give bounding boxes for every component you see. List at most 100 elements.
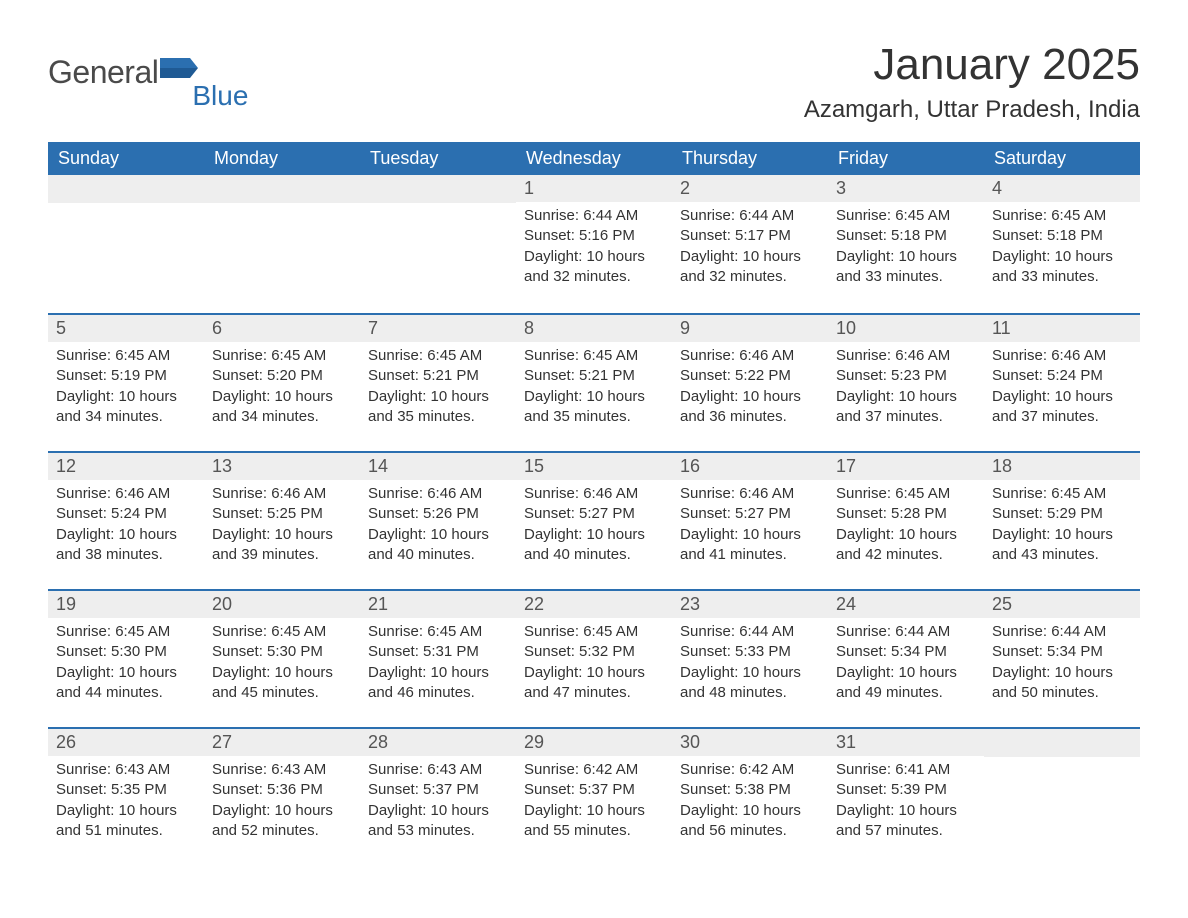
- sunrise-text: Sunrise: 6:43 AM: [212, 760, 352, 780]
- day-number: 6: [204, 315, 360, 342]
- sunrise-text: Sunrise: 6:45 AM: [368, 622, 508, 642]
- day-body: Sunrise: 6:45 AMSunset: 5:20 PMDaylight:…: [204, 342, 360, 427]
- sunrise-text: Sunrise: 6:46 AM: [56, 484, 196, 504]
- calendar-body: 1Sunrise: 6:44 AMSunset: 5:16 PMDaylight…: [48, 175, 1140, 865]
- day-cell: 22Sunrise: 6:45 AMSunset: 5:32 PMDayligh…: [516, 591, 672, 709]
- day-cell: 5Sunrise: 6:45 AMSunset: 5:19 PMDaylight…: [48, 315, 204, 433]
- day-number: 14: [360, 453, 516, 480]
- day-cell: [360, 175, 516, 295]
- sunrise-text: Sunrise: 6:46 AM: [680, 484, 820, 504]
- sunset-text: Sunset: 5:29 PM: [992, 504, 1132, 524]
- weekday-tuesday: Tuesday: [360, 142, 516, 175]
- day-cell: 12Sunrise: 6:46 AMSunset: 5:24 PMDayligh…: [48, 453, 204, 571]
- day-cell: 26Sunrise: 6:43 AMSunset: 5:35 PMDayligh…: [48, 729, 204, 847]
- day-number: 25: [984, 591, 1140, 618]
- daylight-text: Daylight: 10 hours and 50 minutes.: [992, 663, 1132, 704]
- daylight-text: Daylight: 10 hours and 32 minutes.: [680, 247, 820, 288]
- day-cell: 6Sunrise: 6:45 AMSunset: 5:20 PMDaylight…: [204, 315, 360, 433]
- day-body: Sunrise: 6:45 AMSunset: 5:21 PMDaylight:…: [360, 342, 516, 427]
- sunrise-text: Sunrise: 6:41 AM: [836, 760, 976, 780]
- sunset-text: Sunset: 5:16 PM: [524, 226, 664, 246]
- empty-day: [204, 175, 360, 203]
- day-number: 2: [672, 175, 828, 202]
- sunrise-text: Sunrise: 6:43 AM: [368, 760, 508, 780]
- sunset-text: Sunset: 5:37 PM: [368, 780, 508, 800]
- sunrise-text: Sunrise: 6:45 AM: [836, 484, 976, 504]
- day-number: 29: [516, 729, 672, 756]
- day-cell: 20Sunrise: 6:45 AMSunset: 5:30 PMDayligh…: [204, 591, 360, 709]
- daylight-text: Daylight: 10 hours and 33 minutes.: [836, 247, 976, 288]
- sunrise-text: Sunrise: 6:44 AM: [680, 206, 820, 226]
- daylight-text: Daylight: 10 hours and 40 minutes.: [368, 525, 508, 566]
- sunset-text: Sunset: 5:39 PM: [836, 780, 976, 800]
- sunrise-text: Sunrise: 6:45 AM: [56, 346, 196, 366]
- day-number: 10: [828, 315, 984, 342]
- day-number: 28: [360, 729, 516, 756]
- sunrise-text: Sunrise: 6:45 AM: [524, 346, 664, 366]
- day-body: Sunrise: 6:46 AMSunset: 5:23 PMDaylight:…: [828, 342, 984, 427]
- day-cell: 10Sunrise: 6:46 AMSunset: 5:23 PMDayligh…: [828, 315, 984, 433]
- day-number: 19: [48, 591, 204, 618]
- day-cell: 16Sunrise: 6:46 AMSunset: 5:27 PMDayligh…: [672, 453, 828, 571]
- sunset-text: Sunset: 5:24 PM: [992, 366, 1132, 386]
- sunset-text: Sunset: 5:27 PM: [680, 504, 820, 524]
- day-cell: 9Sunrise: 6:46 AMSunset: 5:22 PMDaylight…: [672, 315, 828, 433]
- day-cell: 7Sunrise: 6:45 AMSunset: 5:21 PMDaylight…: [360, 315, 516, 433]
- sunrise-text: Sunrise: 6:46 AM: [368, 484, 508, 504]
- sunset-text: Sunset: 5:25 PM: [212, 504, 352, 524]
- logo: General Blue: [48, 40, 248, 112]
- sunrise-text: Sunrise: 6:45 AM: [836, 206, 976, 226]
- empty-day: [984, 729, 1140, 757]
- sunset-text: Sunset: 5:21 PM: [368, 366, 508, 386]
- sunrise-text: Sunrise: 6:46 AM: [524, 484, 664, 504]
- sunrise-text: Sunrise: 6:42 AM: [680, 760, 820, 780]
- day-cell: 4Sunrise: 6:45 AMSunset: 5:18 PMDaylight…: [984, 175, 1140, 295]
- daylight-text: Daylight: 10 hours and 35 minutes.: [368, 387, 508, 428]
- day-cell: 27Sunrise: 6:43 AMSunset: 5:36 PMDayligh…: [204, 729, 360, 847]
- day-body: Sunrise: 6:44 AMSunset: 5:34 PMDaylight:…: [828, 618, 984, 703]
- day-cell: 23Sunrise: 6:44 AMSunset: 5:33 PMDayligh…: [672, 591, 828, 709]
- sunrise-text: Sunrise: 6:42 AM: [524, 760, 664, 780]
- daylight-text: Daylight: 10 hours and 48 minutes.: [680, 663, 820, 704]
- day-body: Sunrise: 6:43 AMSunset: 5:35 PMDaylight:…: [48, 756, 204, 841]
- day-number: 31: [828, 729, 984, 756]
- month-title: January 2025: [804, 40, 1140, 90]
- sunrise-text: Sunrise: 6:46 AM: [212, 484, 352, 504]
- day-number: 8: [516, 315, 672, 342]
- day-number: 15: [516, 453, 672, 480]
- day-body: Sunrise: 6:45 AMSunset: 5:19 PMDaylight:…: [48, 342, 204, 427]
- day-cell: 31 Sunrise: 6:41 AMSunset: 5:39 PMDayligh…: [828, 729, 984, 847]
- daylight-text: Daylight: 10 hours and 40 minutes.: [524, 525, 664, 566]
- day-number: 12: [48, 453, 204, 480]
- sunrise-text: Sunrise: 6:45 AM: [212, 346, 352, 366]
- daylight-text: Daylight: 10 hours and 41 minutes.: [680, 525, 820, 566]
- daylight-text: Daylight: 10 hours and 55 minutes.: [524, 801, 664, 842]
- weekday-monday: Monday: [204, 142, 360, 175]
- day-cell: 13Sunrise: 6:46 AMSunset: 5:25 PMDayligh…: [204, 453, 360, 571]
- day-body: Sunrise: 6:46 AMSunset: 5:22 PMDaylight:…: [672, 342, 828, 427]
- day-number: 22: [516, 591, 672, 618]
- sunset-text: Sunset: 5:26 PM: [368, 504, 508, 524]
- day-body: Sunrise: 6:45 AMSunset: 5:18 PMDaylight:…: [984, 202, 1140, 287]
- day-number: 26: [48, 729, 204, 756]
- daylight-text: Daylight: 10 hours and 44 minutes.: [56, 663, 196, 704]
- weekday-thursday: Thursday: [672, 142, 828, 175]
- daylight-text: Daylight: 10 hours and 32 minutes.: [524, 247, 664, 288]
- day-body: Sunrise: 6:44 AMSunset: 5:16 PMDaylight:…: [516, 202, 672, 287]
- day-body: Sunrise: 6:43 AMSunset: 5:36 PMDaylight:…: [204, 756, 360, 841]
- weekday-header-row: Sunday Monday Tuesday Wednesday Thursday…: [48, 142, 1140, 175]
- daylight-text: Daylight: 10 hours and 57 minutes.: [836, 801, 976, 842]
- week-row: 12Sunrise: 6:46 AMSunset: 5:24 PMDayligh…: [48, 451, 1140, 589]
- daylight-text: Daylight: 10 hours and 42 minutes.: [836, 525, 976, 566]
- day-body: Sunrise: 6:45 AMSunset: 5:32 PMDaylight:…: [516, 618, 672, 703]
- empty-day: [360, 175, 516, 203]
- daylight-text: Daylight: 10 hours and 34 minutes.: [212, 387, 352, 428]
- day-number: 20: [204, 591, 360, 618]
- sunset-text: Sunset: 5:27 PM: [524, 504, 664, 524]
- day-cell: 2Sunrise: 6:44 AMSunset: 5:17 PMDaylight…: [672, 175, 828, 295]
- daylight-text: Daylight: 10 hours and 46 minutes.: [368, 663, 508, 704]
- day-body: Sunrise: 6:46 AMSunset: 5:26 PMDaylight:…: [360, 480, 516, 565]
- sunset-text: Sunset: 5:37 PM: [524, 780, 664, 800]
- day-number: 24: [828, 591, 984, 618]
- day-cell: 17Sunrise: 6:45 AMSunset: 5:28 PMDayligh…: [828, 453, 984, 571]
